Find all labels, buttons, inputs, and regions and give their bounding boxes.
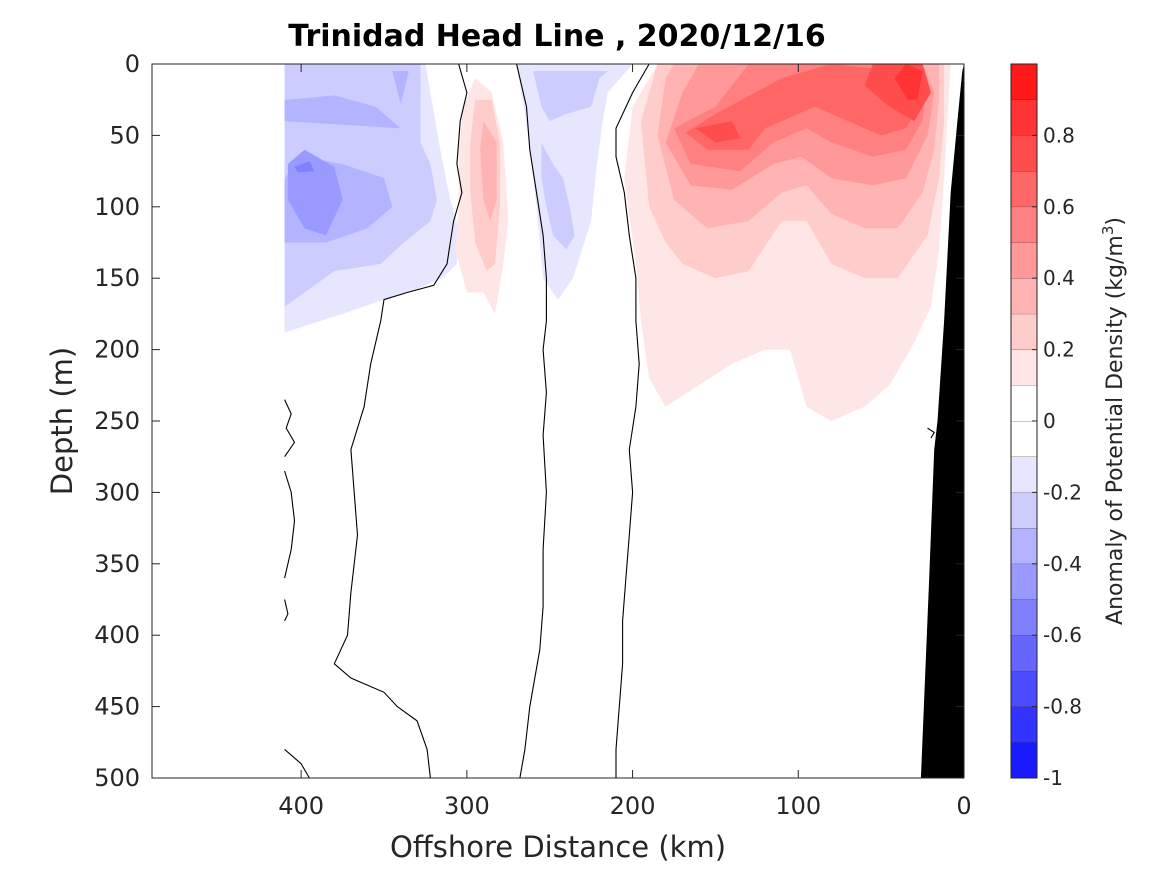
density-anomaly-fill-layer: [284, 64, 951, 421]
colorbar-tick-label: 0.6: [1043, 195, 1075, 219]
colorbar-label: Anomaly of Potential Density (kg/m3): [1099, 217, 1128, 625]
colorbar-label-main: Anomaly of Potential Density (kg/m: [1103, 235, 1128, 625]
colorbar-swatch: [1011, 385, 1037, 421]
colorbar-swatch: [1011, 278, 1037, 314]
colorbar-tick-label: 0.4: [1043, 266, 1075, 290]
y-tick-label: 450: [94, 693, 140, 721]
colorbar-swatch: [1011, 635, 1037, 671]
bathymetry-shape: [920, 64, 964, 778]
anomaly-region-3: [392, 71, 409, 104]
zero-contour-line-5: [516, 63, 547, 779]
y-tick-label: 0: [125, 50, 140, 78]
y-tick-label: 350: [94, 550, 140, 578]
zero-contour-line-2: [284, 599, 289, 622]
anomaly-region-7: [516, 64, 633, 300]
colorbar-label-close: ): [1103, 217, 1128, 226]
colorbar-swatch: [1011, 349, 1037, 386]
colorbar-swatch: [1011, 99, 1037, 136]
anomaly-region-8: [533, 71, 608, 122]
colorbar-tick-label: -0.8: [1043, 695, 1082, 719]
zero-contour-line-1: [284, 470, 296, 579]
colorbar-tick-label: -0.2: [1043, 480, 1082, 504]
zero-contour-line-4: [333, 63, 468, 779]
colorbar-swatch: [1011, 742, 1037, 778]
x-ticks: 400 300 200 100 0: [278, 64, 972, 820]
colorbar-tick-label: -0.4: [1043, 552, 1082, 576]
anomaly-region-22: [894, 64, 923, 100]
anomaly-region-6: [294, 161, 315, 173]
colorbar-swatch: [1011, 421, 1037, 457]
anomaly-region-20: [695, 121, 741, 143]
plot-area: 400 300 200 100 0 0 50 100 150 200 250 300 350 400 45…: [94, 50, 971, 820]
colorbar-swatch: [1011, 456, 1037, 493]
colorbar-swatch: [1011, 599, 1037, 636]
y-tick-label: 250: [94, 407, 140, 435]
colorbar-tick-label: -1: [1043, 766, 1063, 790]
y-tick-label: 400: [94, 621, 140, 649]
colorbar-ticks: -1 -0.8 -0.6 -0.4 -0.2 0 0.2 0.4 0.6 0.8: [1032, 123, 1082, 790]
anomaly-region-2: [284, 95, 401, 129]
colorbar-swatch: [1011, 313, 1037, 350]
y-tick-label: 150: [94, 264, 140, 292]
y-axis-label: Depth (m): [45, 347, 79, 495]
anomaly-region-13: [480, 121, 497, 222]
y-tick-label: 100: [94, 193, 140, 221]
colorbar-tick-label: 0.8: [1043, 123, 1075, 147]
colorbar-tick-label: -0.6: [1043, 623, 1082, 647]
colorbar-swatch: [1011, 206, 1037, 243]
colorbar-swatch: [1011, 563, 1037, 600]
colorbar-tick-label: 0: [1043, 409, 1056, 433]
x-tick-label: 400: [278, 792, 324, 820]
colorbar-swatches: [1011, 63, 1037, 778]
x-tick-label: 100: [775, 792, 821, 820]
y-tick-label: 200: [94, 336, 140, 364]
y-tick-label: 50: [109, 121, 140, 149]
anomaly-region-9: [541, 142, 575, 250]
x-tick-label: 300: [444, 792, 490, 820]
y-tick-label: 300: [94, 478, 140, 506]
colorbar-swatch: [1011, 706, 1037, 743]
x-tick-label: 200: [610, 792, 656, 820]
colorbar-swatch: [1011, 670, 1037, 707]
colorbar-label-superscript: 3: [1099, 226, 1117, 236]
colorbar-swatch: [1011, 135, 1037, 172]
zero-contour-line-7: [927, 427, 935, 439]
zero-contour-line-3: [284, 748, 310, 779]
colorbar-tick-label: 0.2: [1043, 338, 1075, 362]
colorbar: -1 -0.8 -0.6 -0.4 -0.2 0 0.2 0.4 0.6 0.8: [1010, 63, 1082, 790]
x-axis-label: Offshore Distance (km): [390, 830, 726, 864]
y-ticks: 0 50 100 150 200 250 300 350 400 450 500: [94, 50, 964, 792]
colorbar-swatch: [1011, 492, 1037, 529]
zero-contour-line-0: [284, 399, 296, 458]
colorbar-swatch: [1011, 528, 1037, 564]
colorbar-swatch: [1011, 64, 1037, 100]
zero-contour-line-6: [615, 63, 650, 778]
bathymetry-layer: [920, 64, 964, 778]
x-tick-label: 0: [956, 792, 971, 820]
colorbar-swatch: [1011, 242, 1037, 279]
colorbar-swatch: [1011, 171, 1037, 207]
y-tick-label: 500: [94, 764, 140, 792]
zero-contour-layer: [284, 63, 935, 779]
anomaly-region-19: [685, 64, 923, 150]
chart-title: Trinidad Head Line , 2020/12/16: [288, 19, 825, 54]
